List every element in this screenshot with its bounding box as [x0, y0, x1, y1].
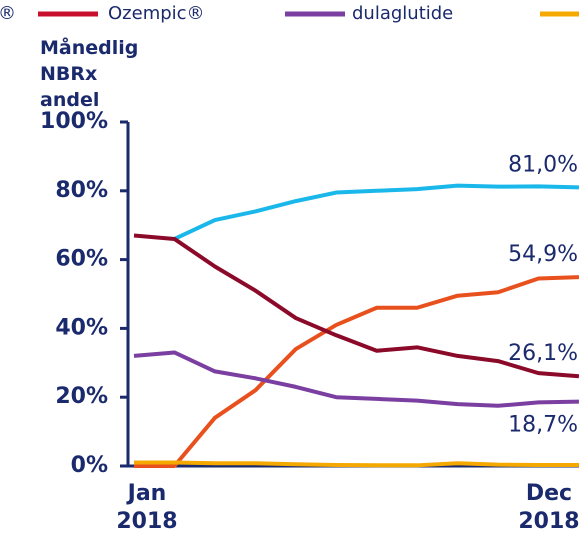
x-tick-label: Jan 2018: [116, 481, 177, 534]
legend-label: Ozempic®: [108, 3, 205, 24]
x-tick-label: Dec 2018: [518, 481, 579, 534]
series-line: [133, 350, 579, 408]
data-label: 81,0%: [508, 152, 578, 177]
y-tick-label: 40%: [55, 315, 108, 340]
y-tick-label: 60%: [55, 247, 108, 272]
data-label: 54,9%: [508, 242, 578, 267]
data-label: 26,1%: [508, 341, 578, 366]
y-axis-title: Månedlig NBRx andel: [40, 35, 138, 111]
series-line: [133, 233, 579, 379]
series-line: [134, 460, 579, 468]
y-tick-label: 100%: [40, 109, 108, 134]
legend-label: ®: [0, 3, 16, 24]
legend-label: dulaglutide: [352, 3, 453, 24]
y-tick-label: 20%: [55, 384, 108, 409]
y-tick-label: 0%: [71, 453, 108, 478]
y-tick-label: 80%: [55, 178, 108, 203]
series-line: [134, 275, 579, 468]
data-label: 18,7%: [508, 413, 578, 438]
series-line: [173, 183, 579, 241]
